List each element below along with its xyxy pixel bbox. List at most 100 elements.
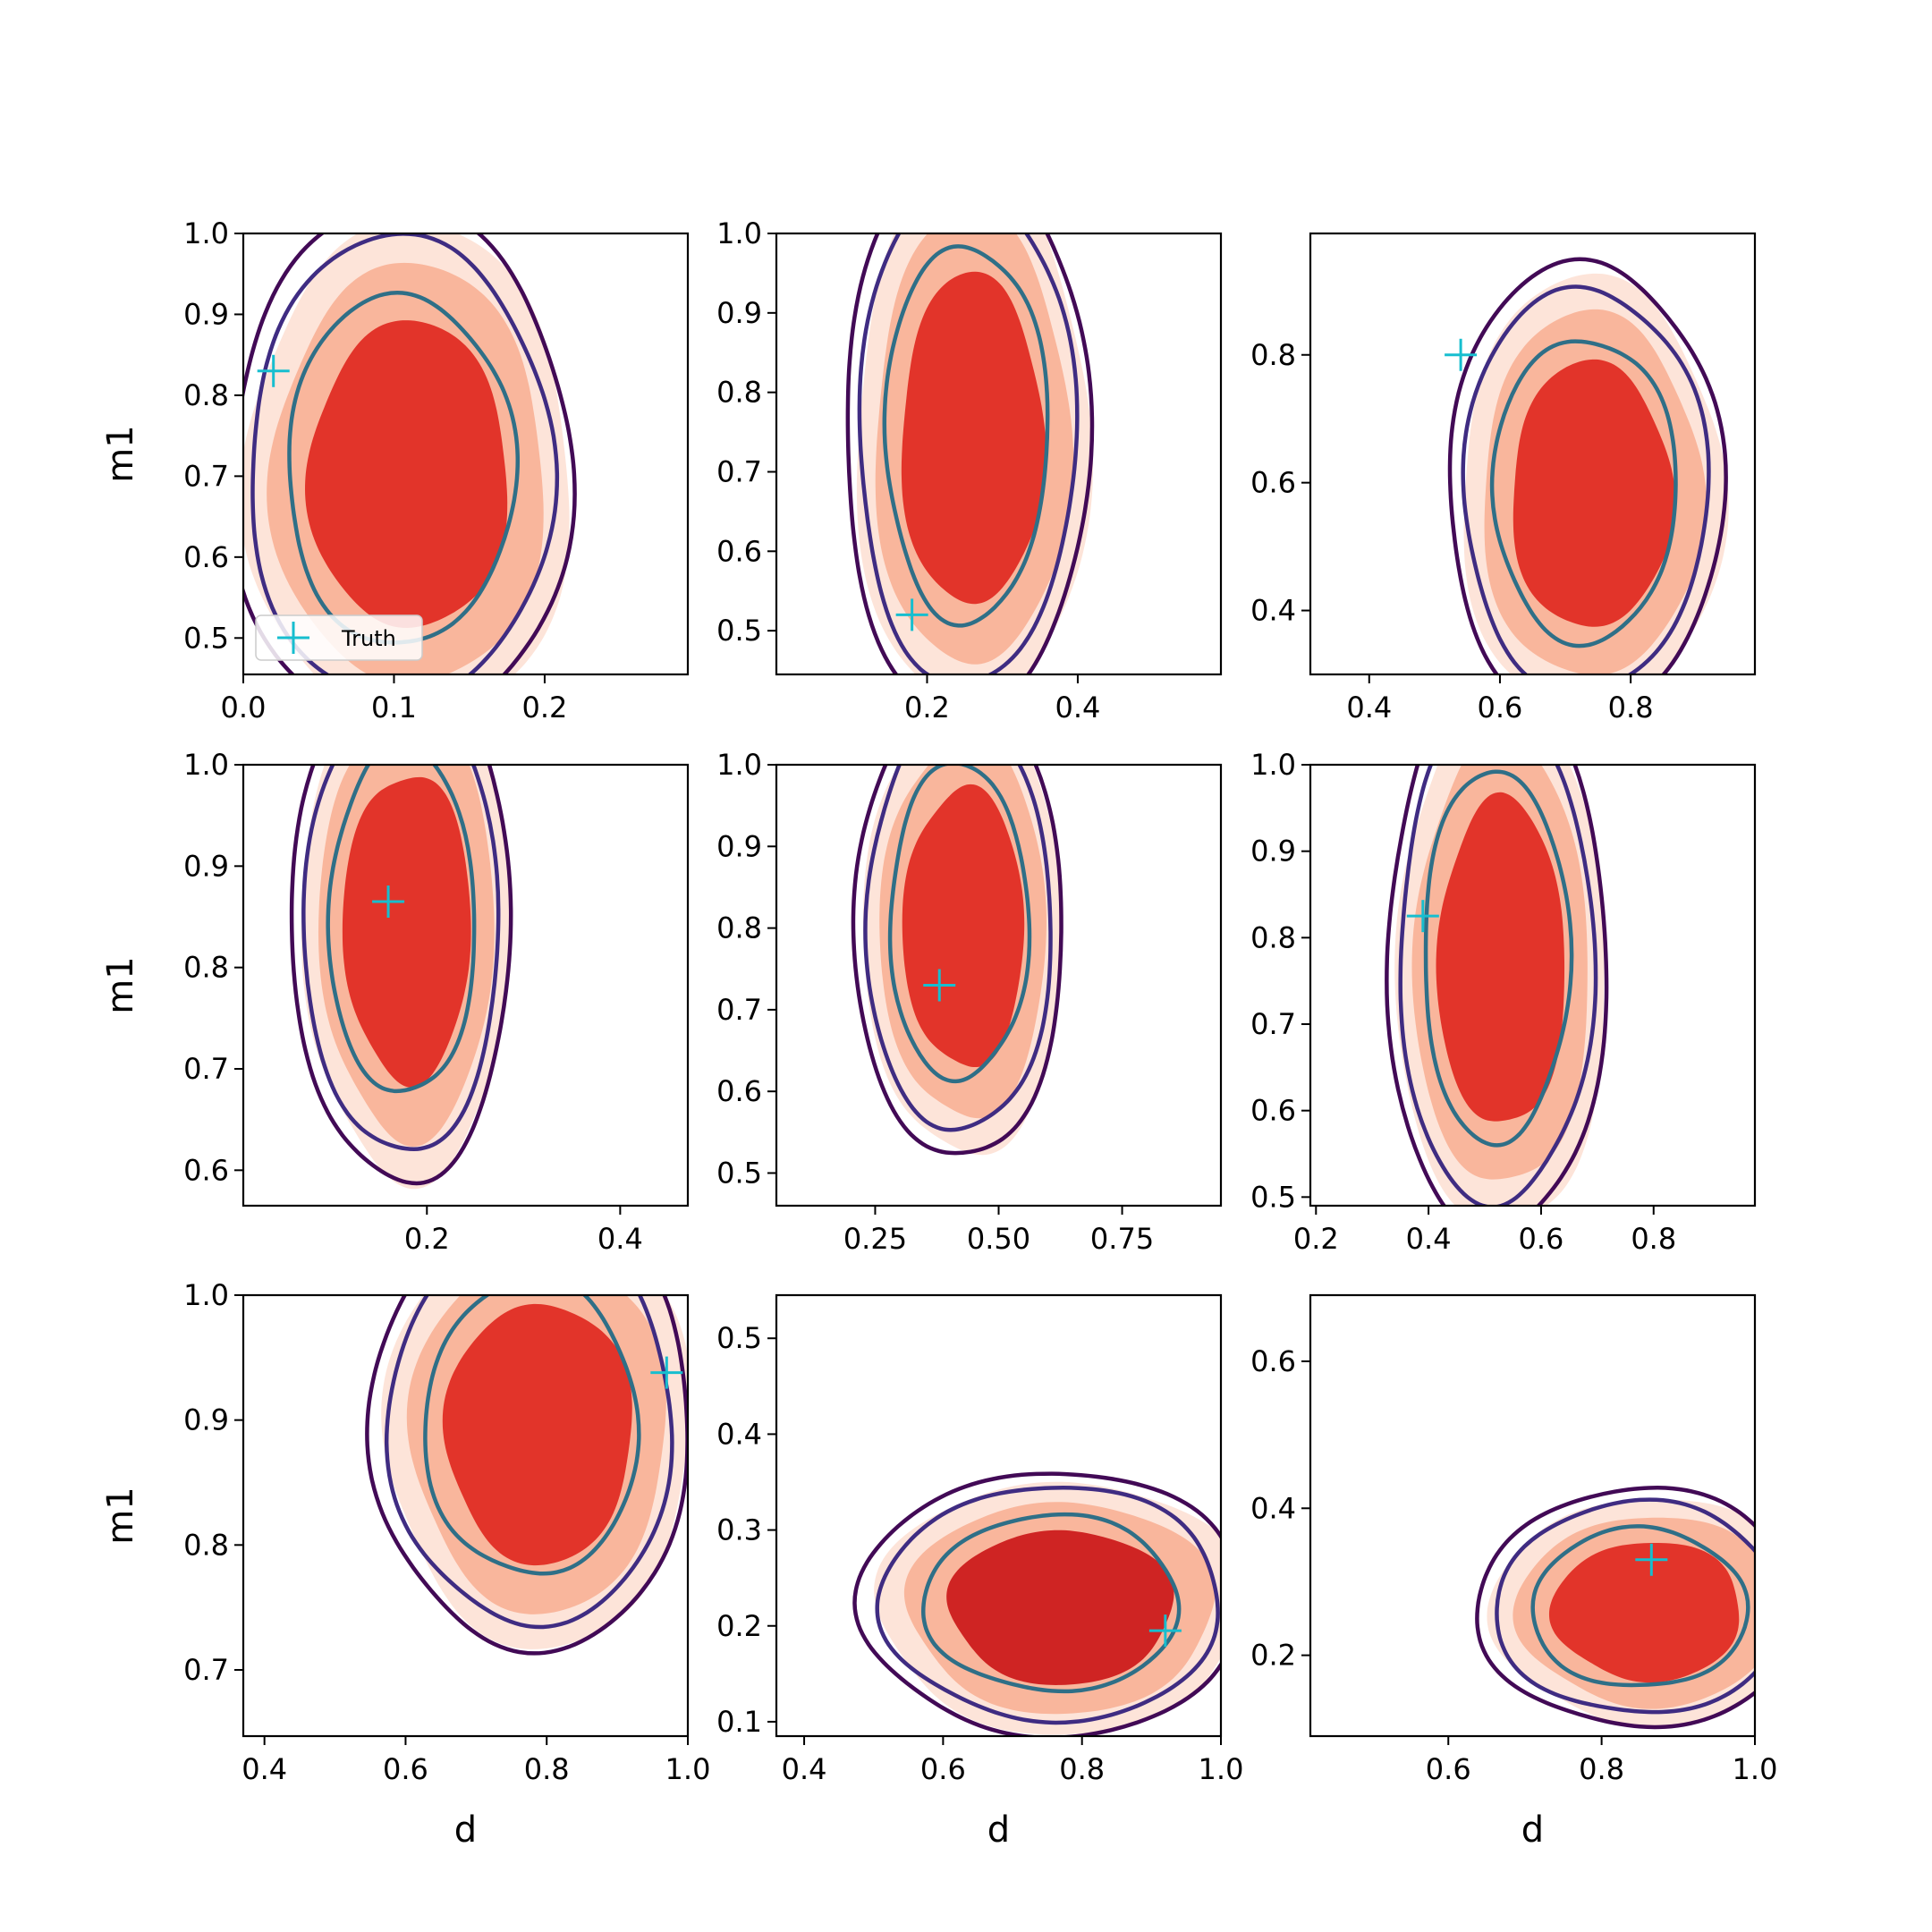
axes-frame [242,1293,690,1738]
x-tick-label: 1.0 [1199,1752,1244,1786]
y-tick-label: 0.7 [183,1653,229,1687]
x-axis-label: d [454,1809,477,1851]
y-tick-label: 0.8 [183,1528,229,1562]
density-fill-inner [1436,792,1565,1122]
y-tick-label: 0.6 [1250,466,1296,500]
y-tick-label: 0.5 [716,1156,762,1190]
y-tick-label: 0.6 [716,534,762,568]
y-tick-label: 0.5 [716,614,762,648]
contour-line-mid [250,233,560,674]
truth-marker [257,354,290,387]
y-tick-label: 1.0 [716,748,762,782]
panel-3-1: 0.4 0.6 0.8 1.0 0.7 0.8 0.9 1.0 m1 d [100,1278,711,1851]
density-fill-inner [1513,359,1676,627]
y-tick-label: 0.4 [1250,1491,1296,1525]
y-tick-label: 1.0 [183,748,229,782]
x-tick-label: 0.6 [920,1752,966,1786]
y-tick-label: 1.0 [183,216,229,250]
y-tick-label: 0.2 [1250,1639,1296,1673]
x-tick-label: 0.4 [242,1752,287,1786]
x-tick-label: 0.4 [1406,1222,1452,1256]
contour-line-mid [1398,765,1598,1206]
contour-line-inner [1489,339,1678,648]
x-tick-label: 0.6 [1518,1222,1563,1256]
contour-line-outer [1447,257,1728,674]
panel-2-2: 0.25 0.50 0.75 0.5 0.6 0.7 0.8 0.9 1.0 [716,748,1223,1256]
density-fill-inner [342,776,471,1088]
truth-marker [1406,900,1439,933]
density-fill-inner [902,784,1025,1068]
contour-line-mid [301,765,501,1151]
density-fill-inner [305,320,508,629]
y-tick-label: 0.8 [716,376,762,410]
y-tick-label: 0.6 [716,1074,762,1108]
density-contours [852,1471,1221,1736]
y-tick-label: 0.5 [1250,1180,1296,1214]
density-fill-inner [1548,1542,1740,1683]
contour-line-outer [365,1295,688,1656]
panel-3-2: 0.4 0.6 0.8 1.0 0.1 0.2 0.3 0.4 0.5 d [716,1293,1244,1851]
legend-label: Truth [341,626,396,651]
contour-line-inner [1530,1524,1750,1688]
x-tick-label: 0.75 [1090,1222,1154,1256]
x-tick-label: 0.50 [967,1222,1030,1256]
density-contours [365,1295,688,1656]
y-tick-label: 0.9 [1250,835,1296,869]
legend: Truth [255,614,423,661]
x-tick-label: 0.6 [383,1752,428,1786]
y-axis-label: m1 [100,956,141,1013]
y-tick-label: 0.6 [1250,1094,1296,1128]
y-tick-label: 1.0 [716,216,762,250]
y-tick-label: 0.8 [183,951,229,985]
x-tick-label: 1.0 [1733,1752,1778,1786]
truth-marker [650,1356,683,1389]
x-tick-label: 0.8 [524,1752,570,1786]
x-tick-label: 0.2 [1293,1222,1339,1256]
y-tick-label: 0.9 [183,849,229,883]
x-tick-label: 1.0 [665,1752,711,1786]
density-contours [289,765,513,1190]
contour-line-mid [857,233,1080,674]
contour-line-outer [1475,1486,1755,1730]
x-tick-label: 0.4 [1346,691,1392,724]
x-tick-label: 0.2 [522,691,568,724]
x-tick-label: 0.2 [904,691,950,724]
x-tick-label: 0.4 [782,1752,827,1786]
density-contours [1447,257,1729,674]
legend-box [255,614,423,661]
truth-marker [895,598,928,631]
y-tick-label: 0.2 [716,1609,762,1643]
y-tick-label: 0.7 [1250,1007,1296,1041]
y-tick-label: 0.7 [183,1052,229,1086]
axes-frame [775,232,1223,676]
density-contours [1475,1486,1755,1730]
y-tick-label: 0.7 [716,454,762,488]
panel-2-1: 0.2 0.4 0.6 0.7 0.8 0.9 1.0 m1 [100,748,690,1256]
truth-marker [1148,1614,1182,1648]
x-tick-label: 0.4 [597,1222,643,1256]
y-tick-label: 0.4 [716,1417,762,1451]
y-tick-label: 0.1 [716,1705,762,1739]
y-tick-label: 0.9 [183,297,229,331]
x-tick-label: 0.6 [1478,691,1523,724]
y-tick-label: 0.9 [183,1403,229,1437]
contour-line-outer [289,765,513,1186]
y-axis-label: m1 [100,1487,141,1544]
y-tick-label: 0.4 [1250,594,1296,628]
truth-marker [1445,338,1478,371]
y-tick-label: 1.0 [1250,748,1296,782]
y-tick-label: 1.0 [183,1278,229,1312]
axes-frame [1309,1293,1757,1738]
y-tick-label: 0.3 [716,1513,762,1547]
panel-1-2: 0.2 0.4 0.5 0.6 0.7 0.8 0.9 1.0 [716,216,1223,724]
contour-line-mid [1495,1497,1755,1715]
axes-frame [242,232,690,676]
y-tick-label: 0.9 [716,296,762,330]
y-tick-label: 0.6 [183,1153,229,1187]
y-tick-label: 0.7 [183,459,229,493]
contour-line-inner [326,765,477,1094]
x-axis-label: d [1521,1809,1544,1851]
density-contours [243,233,577,674]
